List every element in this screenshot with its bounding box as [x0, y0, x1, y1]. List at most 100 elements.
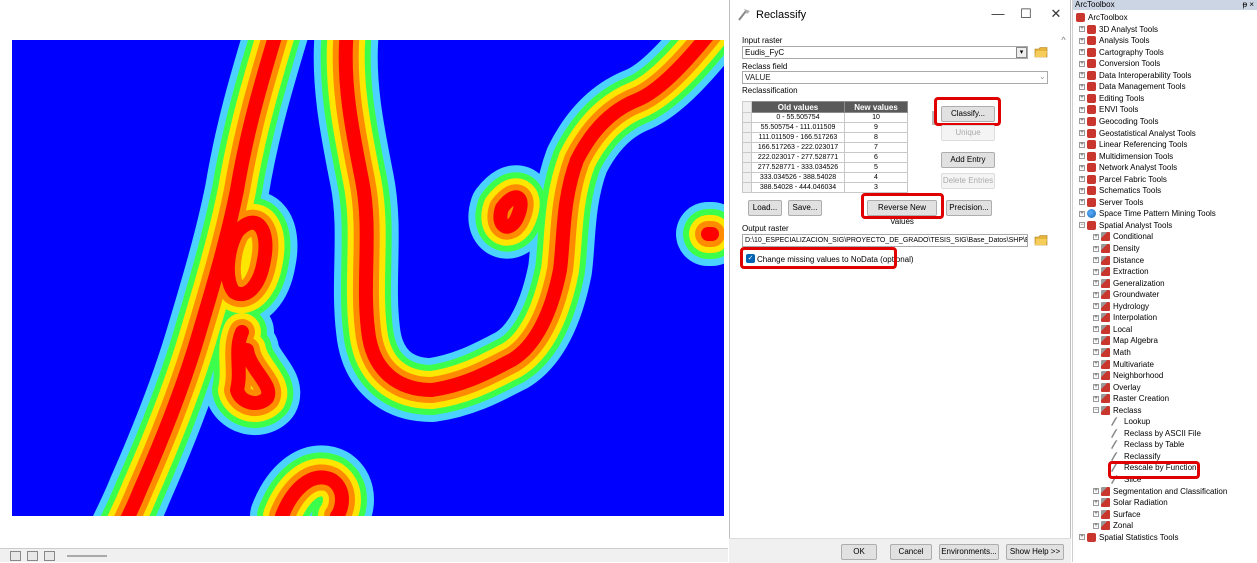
expand-icon[interactable]: + — [1093, 522, 1099, 529]
tree-toolbox[interactable]: +3D Analyst Tools — [1079, 24, 1158, 35]
expand-icon[interactable]: + — [1079, 95, 1085, 102]
expand-icon[interactable]: + — [1079, 83, 1085, 90]
scroll-up-icon[interactable]: ^ — [1061, 35, 1066, 45]
expand-icon[interactable]: + — [1093, 326, 1099, 333]
load-button[interactable]: Load... — [748, 200, 782, 216]
tree-tool[interactable]: Rescale by Function — [1110, 462, 1196, 473]
expand-icon[interactable]: + — [1093, 361, 1099, 367]
tree-toolbox[interactable]: + Space Time Pattern Mining Tools — [1079, 208, 1216, 219]
reclassification-table[interactable]: Old values New values 0 - 55.505754 10 55… — [742, 101, 908, 193]
expand-icon[interactable]: + — [1079, 72, 1085, 79]
data-view-button[interactable] — [10, 550, 21, 561]
tree-toolset[interactable]: + Conditional — [1093, 231, 1153, 242]
reclass-field-select[interactable]: VALUE — [742, 71, 1048, 84]
table-row[interactable]: 166.517263 - 222.023017 7 — [742, 142, 908, 153]
tree-toolset[interactable]: + Raster Creation — [1093, 393, 1169, 404]
tree-toolbox[interactable]: + Cartography Tools — [1079, 47, 1164, 58]
expand-icon[interactable]: + — [1093, 384, 1099, 391]
input-raster-field[interactable]: Eudis_FyC — [742, 46, 1028, 59]
expand-icon[interactable]: + — [1093, 314, 1099, 321]
tree-root[interactable]: ArcToolbox — [1076, 12, 1128, 23]
expand-icon[interactable]: + — [1093, 395, 1099, 402]
add-entry-button[interactable]: Add Entry — [941, 152, 995, 168]
expand-icon[interactable]: + — [1079, 534, 1085, 541]
tree-toolset[interactable]: + Density — [1093, 243, 1140, 254]
precision-button[interactable]: Precision... — [946, 200, 992, 216]
expand-icon[interactable]: + — [1093, 372, 1099, 379]
tree-toolbox[interactable]: + Multidimension Tools — [1079, 151, 1173, 162]
tree-toolbox[interactable]: + Conversion Tools — [1079, 58, 1160, 69]
tree-tool[interactable]: Slice — [1110, 474, 1141, 485]
table-row[interactable]: 222.023017 - 277.528771 6 — [742, 152, 908, 163]
tree-toolset[interactable]: + Math — [1093, 347, 1131, 358]
tree-toolset[interactable]: + Overlay — [1093, 382, 1141, 393]
tree-toolbox[interactable]: + Geocoding Tools — [1079, 116, 1158, 127]
tree-tool[interactable]: Lookup — [1110, 416, 1150, 427]
expand-icon[interactable]: + — [1079, 49, 1085, 56]
expand-icon[interactable]: + — [1093, 257, 1099, 264]
tree-toolbox[interactable]: + Geostatistical Analyst Tools — [1079, 128, 1196, 139]
expand-icon[interactable]: + — [1093, 280, 1099, 287]
expand-icon[interactable]: + — [1093, 337, 1099, 344]
expand-icon[interactable]: + — [1079, 153, 1085, 160]
collapse-icon[interactable]: − — [1093, 407, 1099, 414]
tree-toolbox[interactable]: + Analysis Tools — [1079, 35, 1150, 46]
reclass-field-chevron-down-icon[interactable]: ⌄ — [1039, 72, 1046, 81]
expand-icon[interactable]: + — [1079, 106, 1085, 113]
reverse-new-values-button[interactable]: Reverse New Values — [867, 200, 937, 226]
layout-view-button[interactable] — [27, 550, 38, 561]
folder-open-icon[interactable] — [1034, 46, 1048, 58]
table-row[interactable]: 0 - 55.505754 10 — [742, 112, 908, 123]
tree-toolset[interactable]: + Generalization — [1093, 278, 1165, 289]
table-row[interactable]: 388.54028 - 444.046034 3 — [742, 182, 908, 193]
minimize-button[interactable]: — — [991, 6, 1005, 21]
tree-tool[interactable]: Reclassify — [1110, 451, 1160, 462]
tree-toolset[interactable]: + Zonal — [1093, 520, 1133, 531]
tree-reclass[interactable]: − Reclass — [1093, 405, 1141, 416]
tree-toolbox[interactable]: + Server Tools — [1079, 197, 1143, 208]
expand-icon[interactable]: + — [1079, 130, 1085, 136]
tree-toolset[interactable]: + Groundwater — [1093, 289, 1159, 300]
tree-toolset[interactable]: + Neighborhood — [1093, 370, 1163, 381]
tree-toolbox[interactable]: + Linear Referencing Tools — [1079, 139, 1187, 150]
unique-button[interactable]: Unique — [941, 125, 995, 141]
expand-icon[interactable]: + — [1093, 303, 1099, 310]
tree-toolbox[interactable]: + Parcel Fabric Tools — [1079, 174, 1167, 185]
tree-toolset[interactable]: + Solar Radiation — [1093, 497, 1168, 508]
classify-button[interactable]: Classify... — [941, 106, 995, 122]
close-button[interactable]: ✕ — [1050, 6, 1062, 21]
expand-icon[interactable]: + — [1079, 141, 1085, 148]
raster-map-canvas[interactable] — [12, 40, 724, 516]
expand-icon[interactable]: + — [1079, 26, 1085, 33]
show-help-button[interactable]: Show Help >> — [1006, 544, 1064, 560]
pin-close-icon[interactable]: ᵽ × — [1242, 0, 1254, 9]
expand-icon[interactable]: + — [1093, 349, 1099, 356]
expand-icon[interactable]: + — [1079, 210, 1085, 217]
refresh-button[interactable] — [44, 550, 55, 561]
tree-spatial-analyst[interactable]: − Spatial Analyst Tools — [1079, 220, 1172, 231]
tree-toolbox[interactable]: + Editing Tools — [1079, 93, 1144, 104]
expand-icon[interactable]: + — [1079, 60, 1085, 67]
tree-toolset[interactable]: + Multivariate — [1093, 359, 1154, 370]
expand-icon[interactable]: + — [1079, 187, 1085, 194]
tree-toolbox[interactable]: + Spatial Statistics Tools — [1079, 532, 1178, 543]
expand-icon[interactable]: + — [1093, 291, 1099, 298]
expand-icon[interactable]: + — [1093, 233, 1099, 240]
expand-icon[interactable]: + — [1079, 118, 1085, 125]
input-raster-dropdown[interactable]: ▾ — [1016, 47, 1027, 58]
table-row[interactable]: 277.528771 - 333.034526 5 — [742, 162, 908, 173]
change-missing-checkbox[interactable]: ✓ — [746, 254, 755, 263]
expand-icon[interactable]: + — [1093, 488, 1099, 495]
tree-toolbox[interactable]: + Data Management Tools — [1079, 81, 1186, 92]
table-row[interactable]: 111.011509 - 166.517263 8 — [742, 132, 908, 143]
expand-icon[interactable]: + — [1093, 511, 1099, 518]
ok-button[interactable]: OK — [841, 544, 877, 560]
expand-icon[interactable]: + — [1079, 199, 1085, 206]
tree-toolset[interactable]: + Interpolation — [1093, 312, 1157, 323]
tree-toolset[interactable]: + Segmentation and Classification — [1093, 486, 1227, 497]
expand-icon[interactable]: + — [1079, 164, 1085, 171]
expand-icon[interactable]: + — [1093, 268, 1099, 275]
environments-button[interactable]: Environments... — [939, 544, 999, 560]
dialog-vertical-scrollbar[interactable]: ^ v — [1059, 35, 1068, 560]
output-raster-field[interactable]: D:\10_ESPECIALIZACION_SIG\PROYECTO_DE_GR… — [742, 234, 1028, 247]
